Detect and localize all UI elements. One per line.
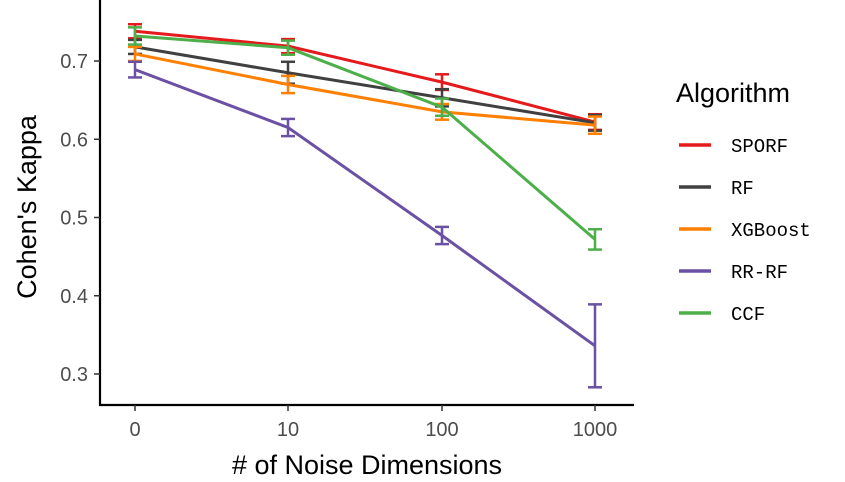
x-tick-label: 100 xyxy=(425,419,458,441)
legend-label: SPORF xyxy=(731,136,788,158)
y-tick-label: 0.4 xyxy=(60,286,88,308)
legend-title: Algorithm xyxy=(676,78,790,108)
series-line xyxy=(134,52,596,127)
y-tick-label: 0.7 xyxy=(60,51,88,73)
x-tick-label: 1000 xyxy=(573,419,618,441)
legend-label: XGBoost xyxy=(731,220,811,242)
legend-item: RR-RF xyxy=(679,262,788,284)
legend-item: XGBoost xyxy=(679,220,811,242)
series-line xyxy=(134,45,596,125)
plot-area xyxy=(128,22,602,389)
series-xgboost xyxy=(128,45,602,136)
legend-label: RR-RF xyxy=(731,262,788,284)
y-axis-ticks: 0.3 0.4 0.5 0.6 0.7 xyxy=(60,51,100,386)
series-rf xyxy=(128,38,602,132)
legend-label: RF xyxy=(731,178,754,200)
series-line xyxy=(134,29,596,124)
y-tick-label: 0.6 xyxy=(60,129,88,151)
series-ccf xyxy=(128,26,602,251)
y-tick-label: 0.3 xyxy=(60,364,88,386)
series-line xyxy=(134,68,596,348)
legend-label: CCF xyxy=(731,304,765,326)
x-tick-label: 0 xyxy=(129,419,140,441)
x-axis-ticks: 0 10 100 1000 xyxy=(129,405,617,441)
legend-item: SPORF xyxy=(679,136,788,158)
x-axis-title: # of Noise Dimensions xyxy=(232,450,502,480)
legend: Algorithm SPORF RF XGBoost RR-RF CCF xyxy=(676,78,811,326)
y-axis-title: Cohen's Kappa xyxy=(12,114,42,299)
legend-item: RF xyxy=(679,178,754,200)
legend-item: CCF xyxy=(679,304,765,326)
series-line xyxy=(134,34,596,241)
series-rr-rf xyxy=(128,60,602,389)
x-tick-label: 10 xyxy=(277,419,299,441)
y-tick-label: 0.5 xyxy=(60,208,88,230)
